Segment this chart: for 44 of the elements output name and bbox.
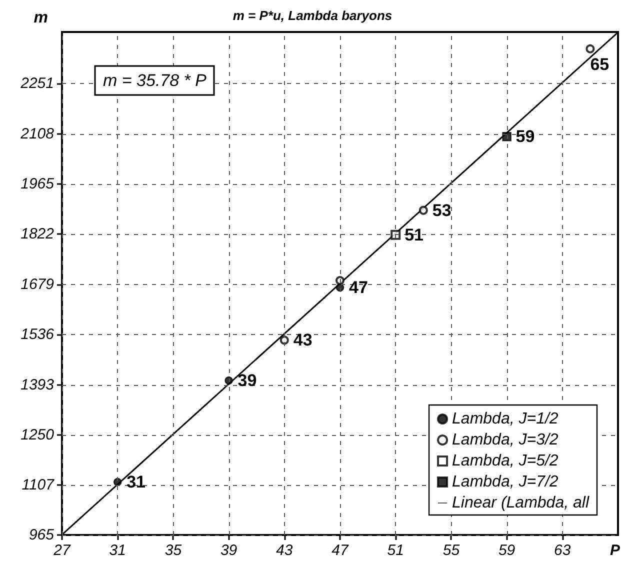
y-tick-label: 1107	[22, 476, 55, 494]
legend-label: Lambda, J=3/2	[452, 432, 558, 448]
x-tick-label: 43	[276, 542, 294, 559]
legend-label: Lambda, J=5/2	[452, 452, 558, 470]
x-tick-label: 59	[498, 542, 516, 559]
annotation: m = 35.78 * P	[103, 71, 208, 90]
x-tick-label: 31	[109, 542, 126, 559]
point	[280, 336, 289, 345]
y-tick-label: 1822	[20, 226, 55, 243]
x-axis-title: P	[610, 542, 621, 559]
annotation: 31	[126, 472, 146, 492]
x-tick-label: 47	[332, 542, 349, 559]
x-tick-label: 55	[442, 542, 460, 559]
annotation: 59	[516, 127, 535, 146]
y-tick-label: 1393	[20, 376, 55, 394]
y-tick-label: 965	[28, 526, 55, 544]
y-tick-label: 1965	[20, 175, 55, 192]
x-tick-label: 39	[220, 542, 238, 559]
point	[418, 206, 428, 215]
chart-title: m = P*u, Lambda baryons	[232, 8, 392, 23]
y-axis-title: m	[34, 10, 48, 26]
y-tick-label: 1250	[20, 426, 55, 444]
point	[336, 276, 344, 286]
annotation: 53	[432, 200, 452, 220]
y-tick-label: 1679	[20, 276, 55, 293]
point	[502, 132, 512, 142]
annotation: 65	[590, 54, 610, 74]
legend-label: Linear (Lambda, all	[452, 494, 590, 512]
legend-label: Lambda, J=1/2	[452, 410, 558, 428]
point	[390, 230, 401, 240]
y-tick-label: 1536	[20, 326, 55, 344]
annotation: 51	[404, 225, 424, 244]
x-tick-label: 35	[164, 542, 182, 559]
x-tick-label: 51	[387, 542, 404, 559]
annotation: 39	[238, 371, 257, 390]
y-tick-label: 2251	[20, 75, 54, 92]
annotation: 43	[293, 330, 312, 350]
point	[586, 44, 595, 54]
y-tick-label: 2108	[20, 125, 55, 142]
point	[224, 376, 233, 385]
x-tick-label: 27	[52, 542, 71, 559]
x-tick-label: 63	[554, 542, 572, 559]
annotation: 47	[349, 278, 368, 298]
legend-label: Lambda, J=7/2	[452, 474, 558, 490]
